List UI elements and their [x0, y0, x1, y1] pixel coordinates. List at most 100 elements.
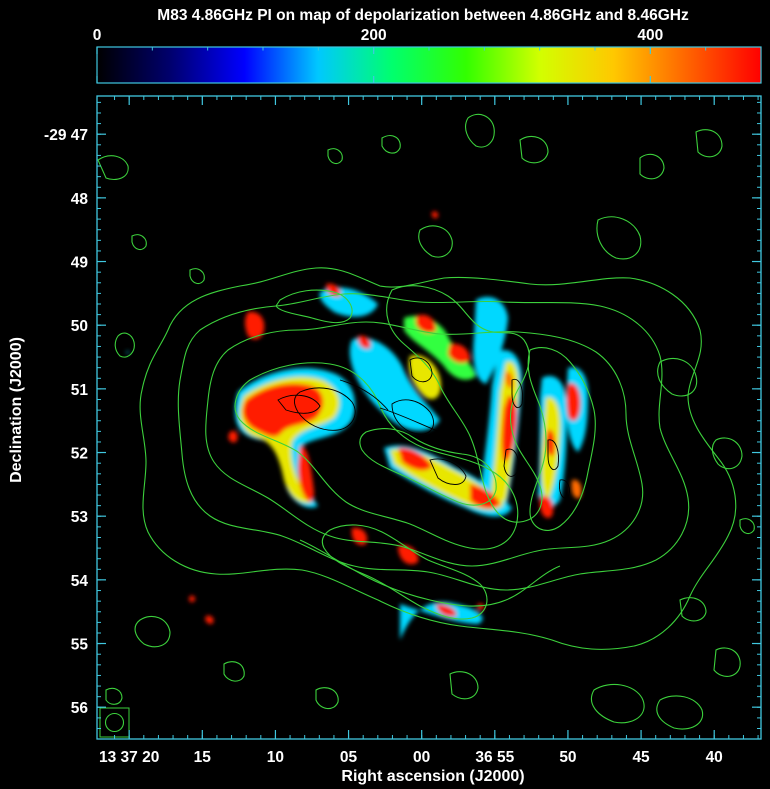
pi-region: [448, 343, 470, 363]
pi-region: [349, 337, 440, 431]
contour-island: [381, 135, 401, 154]
contour-line: [177, 293, 690, 591]
y-tick-label: -29 47: [44, 127, 88, 144]
inner-contour-line: [391, 399, 434, 435]
y-tick-label: 53: [71, 509, 89, 526]
pi-region: [298, 445, 314, 502]
inner-contour-line: [429, 458, 467, 485]
frame-ticks: [97, 96, 761, 739]
contour-line: [359, 428, 497, 506]
contour-line: [527, 347, 596, 531]
x-tick-label: 50: [559, 749, 576, 766]
x-tick-labels: 13 37 20 15 10 05 00 36 55 50 45 40: [99, 749, 723, 766]
contour-island: [131, 234, 147, 251]
contour-island: [596, 216, 642, 260]
colorbar-tick-label: 400: [637, 27, 663, 44]
contour-island: [679, 597, 707, 622]
inner-contour-line: [293, 387, 356, 431]
y-tick-labels: -29 47 48 49 50 51 52 53 54 55 56: [44, 127, 88, 717]
inner-contour-line: [547, 439, 559, 470]
contour-island: [189, 268, 205, 285]
contour-island: [739, 518, 755, 535]
map-frame: [96, 95, 762, 740]
colorbar-tick-label: 200: [361, 27, 387, 44]
contour-line: [139, 267, 737, 650]
outer-contours: [97, 113, 755, 730]
x-tick-label: 40: [706, 749, 723, 766]
inner-contour-line: [559, 479, 571, 499]
x-tick-label: 36 55: [475, 749, 514, 766]
pi-region: [358, 335, 371, 349]
contour-island: [465, 113, 495, 148]
pi-region: [571, 479, 582, 499]
inner-contour-line: [511, 378, 523, 408]
y-tick-label: 51: [71, 382, 89, 399]
y-tick-label: 48: [71, 191, 89, 208]
contour-island: [590, 683, 645, 724]
contour-line: [299, 539, 561, 607]
x-tick-label: 05: [340, 749, 358, 766]
y-tick-label: 52: [71, 446, 88, 463]
y-tick-label: 50: [71, 318, 88, 335]
inner-contour-line: [409, 357, 433, 383]
contour-island: [656, 695, 704, 730]
contour-island: [418, 225, 453, 258]
contour-island: [711, 437, 743, 470]
colorbar-tick-label: 0: [93, 27, 102, 44]
pi-region: [436, 604, 457, 617]
x-tick-label: 00: [413, 749, 430, 766]
chart-title: M83 4.86GHz PI on map of depolarization …: [157, 7, 689, 24]
pi-region: [268, 390, 308, 408]
inner-contour-line: [379, 407, 441, 433]
x-tick-label: 45: [632, 749, 650, 766]
colorbar-gradient: [96, 46, 762, 84]
contour-island: [97, 155, 129, 181]
pi-region: [408, 355, 441, 400]
contour-island: [327, 148, 343, 165]
pi-region: [431, 211, 439, 219]
pi-region: [189, 595, 196, 603]
contour-island: [449, 671, 479, 700]
x-tick-label: 10: [267, 749, 284, 766]
pi-region: [398, 447, 432, 471]
pi-region: [126, 351, 129, 354]
pi-region: [205, 615, 214, 624]
pi-region: [505, 371, 513, 389]
contour-island: [223, 661, 245, 682]
contour-island: [315, 687, 339, 710]
contour-line: [234, 362, 519, 550]
contour-island: [639, 153, 665, 180]
contour-island: [713, 647, 741, 677]
contour-island: [134, 615, 171, 648]
polarized-intensity-map: [126, 211, 588, 640]
colorbar: 0 200 400: [93, 27, 762, 84]
pi-region: [501, 395, 517, 462]
colorbar-ticks: 0 200 400: [93, 27, 762, 83]
contour-line: [205, 321, 644, 567]
x-axis-label: Right ascension (J2000): [341, 768, 524, 785]
contour-island: [114, 332, 135, 358]
y-tick-label: 56: [71, 700, 89, 717]
pi-region: [470, 484, 500, 509]
y-tick-label: 54: [71, 573, 89, 590]
y-tick-label: 55: [71, 637, 89, 654]
inner-contour-line: [277, 394, 321, 414]
pi-region: [566, 383, 581, 421]
pi-region: [473, 296, 508, 384]
contour-line: [275, 289, 353, 324]
contour-island: [519, 135, 549, 164]
contour-island: [657, 358, 698, 397]
pi-region: [228, 430, 238, 443]
contour-island: [105, 687, 123, 705]
inner-contour-line: [503, 448, 519, 477]
inner-contour-line: [339, 379, 389, 411]
pi-region: [245, 311, 265, 340]
contour-island: [695, 129, 723, 158]
y-axis-label: Declination (J2000): [8, 337, 25, 483]
map-panel: [96, 95, 762, 740]
y-tick-label: 49: [71, 255, 89, 272]
x-tick-label: 13 37 20: [99, 749, 159, 766]
pi-region: [539, 495, 554, 518]
contour-line: [386, 285, 543, 523]
